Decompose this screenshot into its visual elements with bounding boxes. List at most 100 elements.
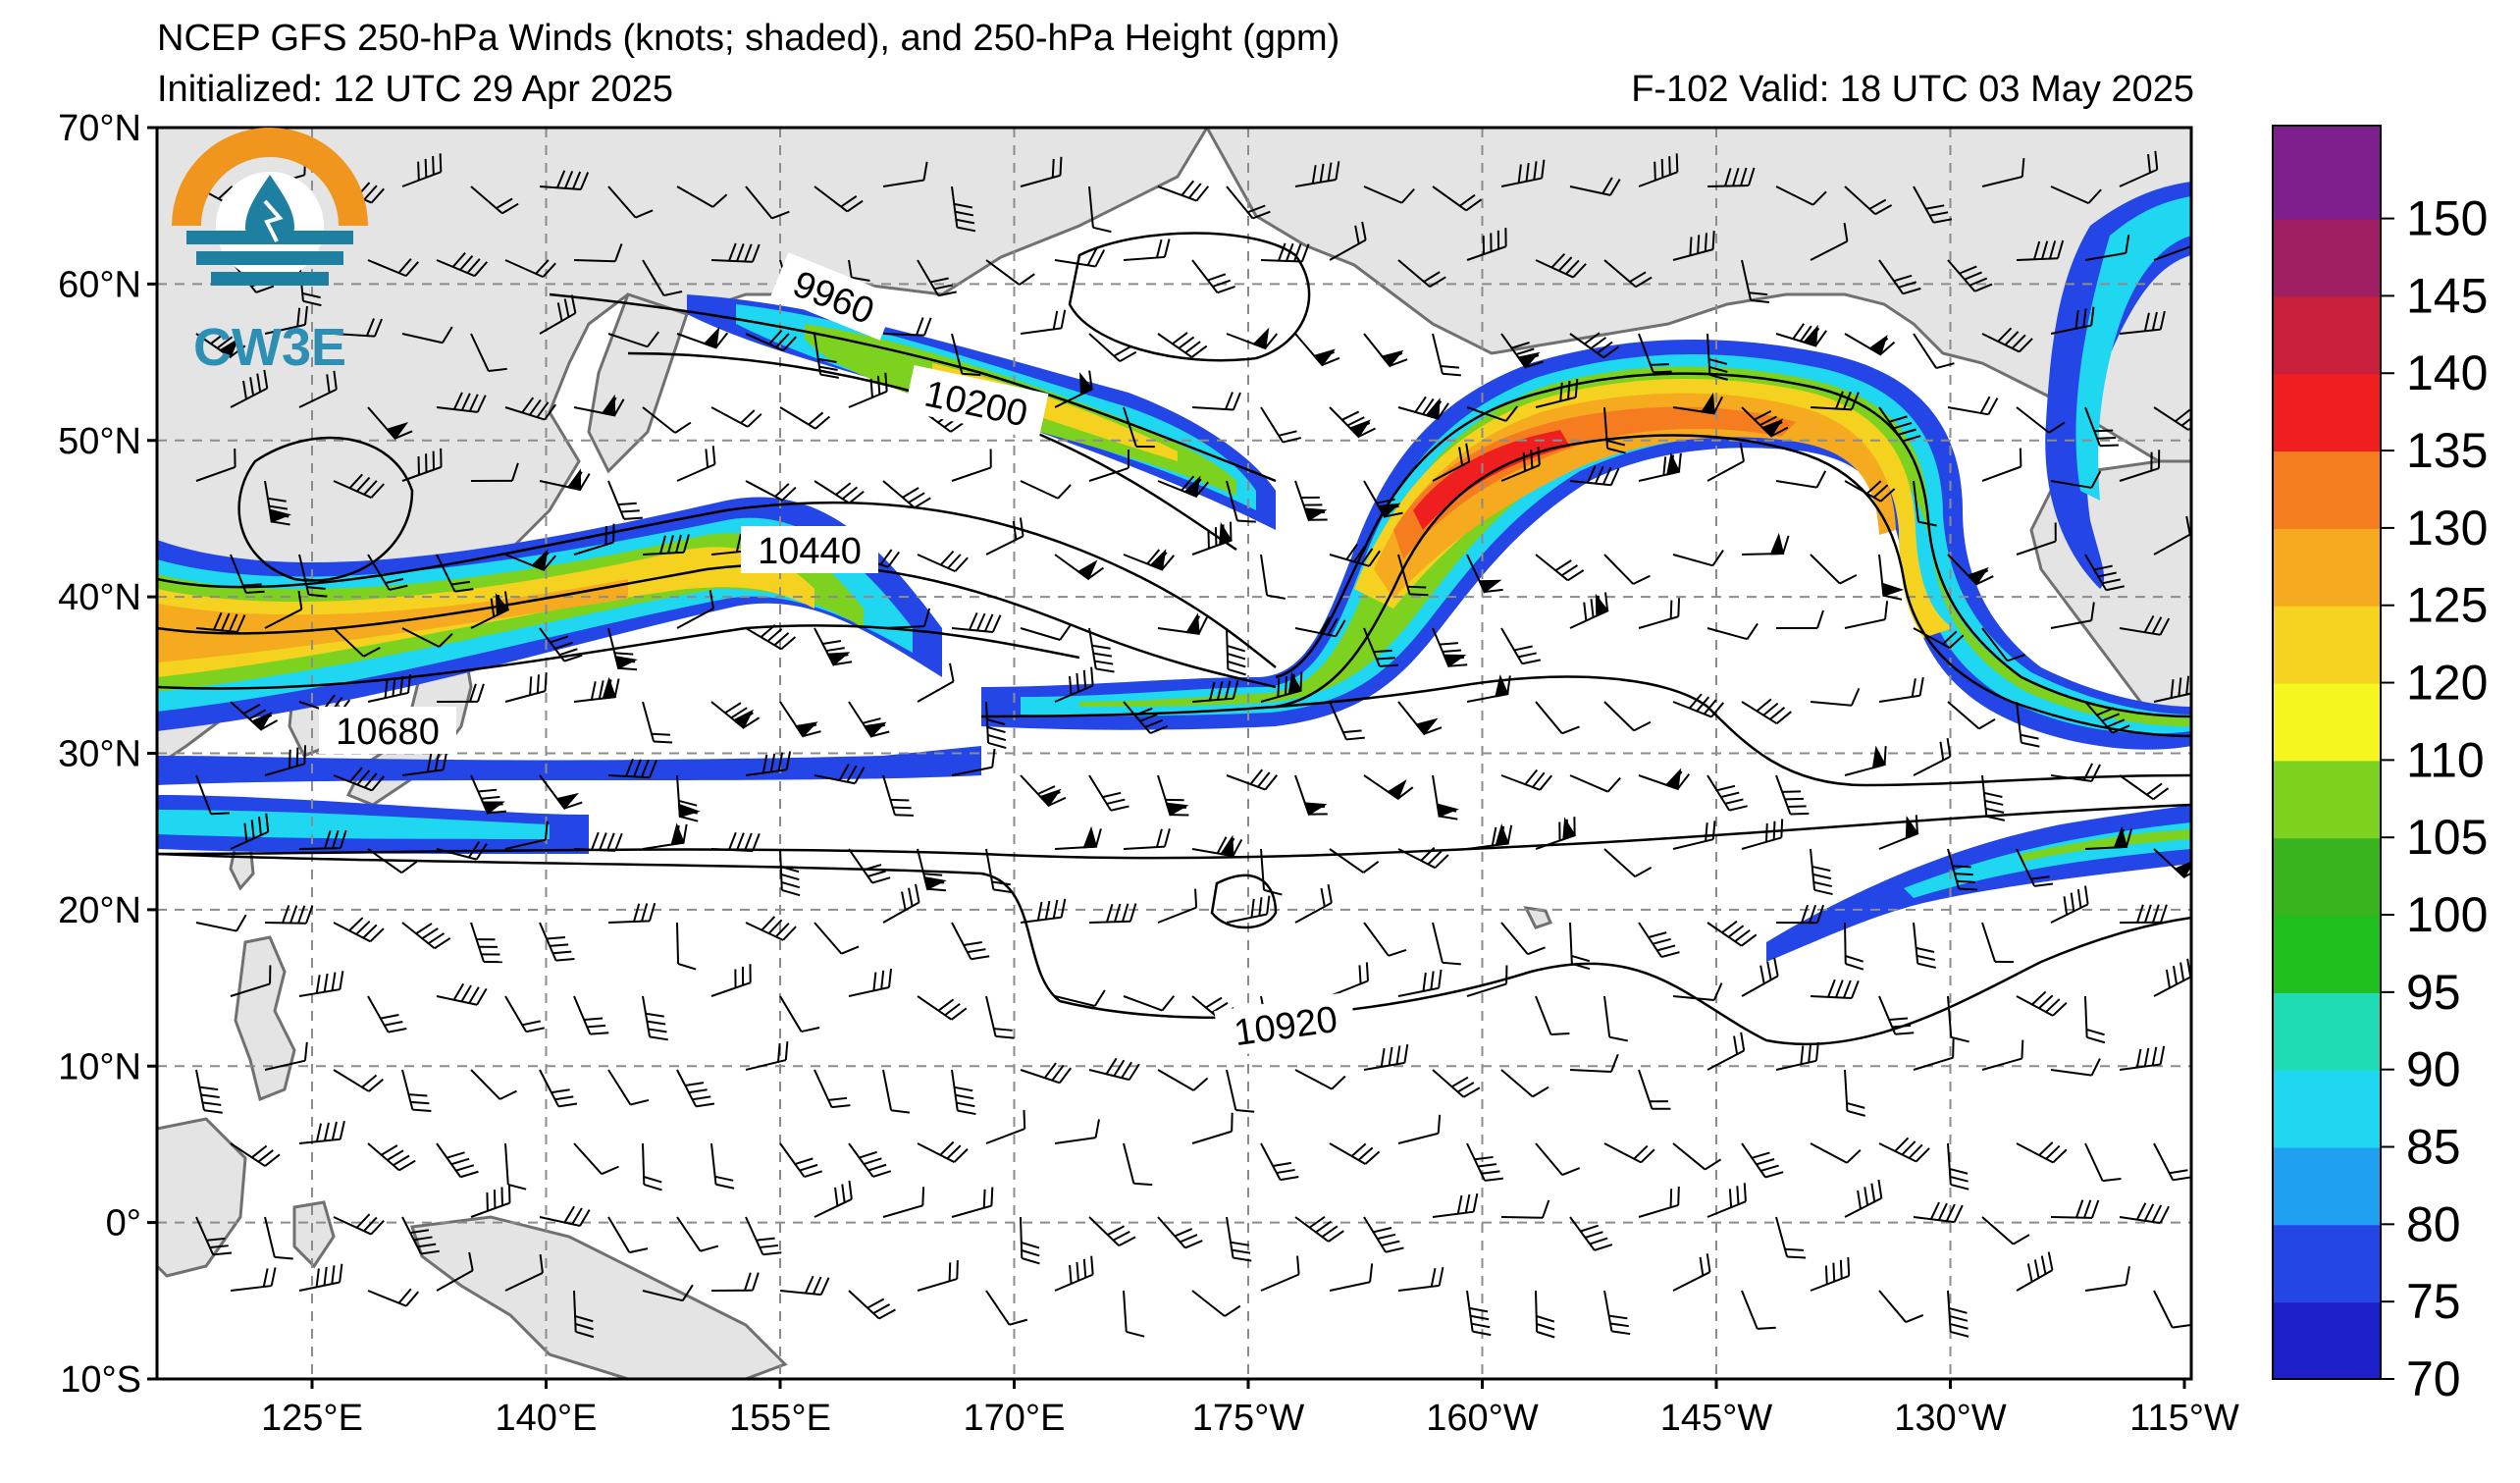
wind-barb xyxy=(1947,259,1993,292)
wind-barb xyxy=(1947,848,1978,891)
wind-barb xyxy=(1672,1142,1722,1171)
wind-barb xyxy=(2153,848,2191,879)
wind-barb xyxy=(1329,543,1381,567)
wind-barb xyxy=(1054,989,1106,1007)
colorbar-label: 75 xyxy=(2406,1274,2461,1329)
wind-barb xyxy=(985,995,1015,1039)
wind-barb xyxy=(1878,259,1921,295)
wind-barb xyxy=(1913,480,1937,527)
wind-barb xyxy=(2119,1045,2166,1071)
wind-barb xyxy=(1569,1053,1619,1073)
wind-barb xyxy=(1123,549,1176,571)
wind-barb xyxy=(1363,922,1407,957)
wind-barb xyxy=(1947,554,1994,586)
wind-barb xyxy=(1844,333,1896,356)
wind-barb xyxy=(1844,1069,1866,1117)
wind-barb xyxy=(1913,333,1955,370)
wind-barb xyxy=(607,1069,650,1106)
wind-barb xyxy=(1535,995,1570,1036)
wind-barb xyxy=(779,701,821,738)
wind-barb xyxy=(2084,995,2106,1044)
wind-barb xyxy=(1054,554,1105,581)
colorbar-segment xyxy=(2273,450,2381,529)
wind-barb xyxy=(470,922,502,964)
wind-barb xyxy=(573,831,623,852)
wind-barb xyxy=(264,905,314,925)
wind-barb xyxy=(2119,614,2171,636)
wind-barb xyxy=(1535,1142,1581,1177)
wind-barb xyxy=(1020,1216,1040,1265)
wind-barb xyxy=(333,627,381,658)
wind-barb xyxy=(539,170,590,191)
wind-barb xyxy=(1706,622,1759,641)
wind-barb xyxy=(401,448,443,482)
wind-barb xyxy=(1535,701,1580,735)
wind-barb xyxy=(1226,1069,1255,1113)
wind-barb xyxy=(1844,601,1889,629)
wind-barb xyxy=(1226,480,1256,523)
wind-barb xyxy=(1500,1069,1549,1098)
wind-barb xyxy=(2016,1141,2068,1164)
colorbar-label: 140 xyxy=(2406,345,2488,400)
wind-barb xyxy=(1157,612,1208,635)
wind-barb xyxy=(985,517,1024,556)
wind-barb xyxy=(1810,687,1861,707)
lat-label: 10°N xyxy=(58,1046,141,1087)
wind-barb xyxy=(1706,333,1728,381)
wind-barb xyxy=(917,662,955,703)
wind-barb xyxy=(676,446,716,482)
wind-barb xyxy=(264,590,303,629)
wind-barb xyxy=(1535,554,1585,582)
wind-barb xyxy=(985,701,1007,750)
wind-barb xyxy=(2016,239,2065,261)
wind-barb xyxy=(195,611,246,633)
wind-barb xyxy=(1397,701,1443,736)
wind-barb xyxy=(710,701,761,730)
wind-barb xyxy=(745,916,797,941)
wind-barb xyxy=(470,1184,511,1218)
wind-barb xyxy=(779,995,820,1033)
colorbar-segment xyxy=(2273,1069,2381,1148)
wind-barb xyxy=(1947,1290,1969,1338)
wind-barb xyxy=(848,701,890,738)
wind-barb xyxy=(814,922,860,955)
wind-barb xyxy=(1603,995,1628,1042)
wind-barb xyxy=(1191,259,1235,294)
wind-barb xyxy=(779,406,831,430)
wind-barb xyxy=(745,751,792,776)
colorbar-segment xyxy=(2273,991,2381,1071)
wind-barb xyxy=(401,922,451,950)
wind-barb xyxy=(2153,958,2191,997)
wind-barb xyxy=(401,627,453,648)
wind-barb xyxy=(539,1205,591,1227)
wind-barb xyxy=(1810,554,1858,585)
wind-barb xyxy=(2050,763,2101,782)
wind-barb xyxy=(1226,895,1271,924)
wind-barb xyxy=(951,611,1002,634)
wind-barb xyxy=(1294,774,1328,817)
wind-barb xyxy=(1741,819,1784,850)
wind-barb xyxy=(333,473,385,499)
wind-barb xyxy=(1191,1290,1241,1317)
wind-barb xyxy=(951,1069,976,1116)
wind-barb xyxy=(1500,1199,1550,1219)
wind-barb xyxy=(1157,332,1208,358)
wind-barb xyxy=(917,995,968,1021)
lon-label: 155°E xyxy=(729,1398,831,1439)
wind-barb xyxy=(1569,332,1620,359)
colorbar-segment xyxy=(2273,1301,2381,1380)
wind-barb xyxy=(2084,825,2132,850)
wind-barb xyxy=(1672,982,1723,1001)
colorbar: 70 75 80 85 90 95 100 105 110 120 125 130 135 140 145 1… xyxy=(2272,125,2488,1406)
wind-barb xyxy=(1775,1216,1807,1259)
wind-barb xyxy=(710,1142,735,1190)
contour-label: 10680 xyxy=(336,712,440,753)
wind-barb xyxy=(264,480,292,526)
colorbar-segment xyxy=(2273,605,2381,684)
wind-barb xyxy=(1706,443,1745,482)
wind-barb xyxy=(1123,828,1171,850)
wind-barb xyxy=(676,185,728,208)
wind-barb xyxy=(2050,1058,2101,1077)
wind-barb xyxy=(2119,774,2170,801)
